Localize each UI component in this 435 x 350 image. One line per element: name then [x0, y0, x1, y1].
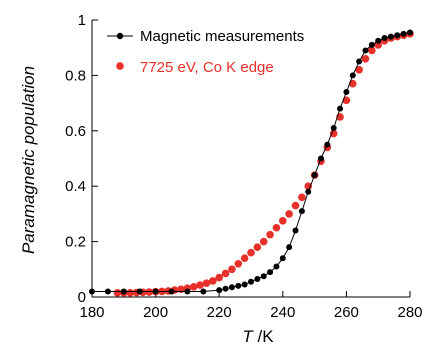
co-k-edge-point	[240, 254, 249, 263]
magnetic-measurements-point	[349, 72, 356, 79]
co-k-edge-point	[355, 66, 363, 74]
magnetic-measurements-point	[267, 269, 274, 276]
co-k-edge-point	[348, 79, 357, 88]
axes	[91, 20, 410, 298]
magnetic-measurements-point	[273, 263, 280, 270]
series-magnetic-measurements	[89, 29, 413, 295]
y-tick-label: 0	[78, 289, 86, 306]
magnetic-measurements-point	[228, 284, 235, 291]
co-k-edge-point	[368, 46, 376, 55]
co-k-edge-point	[266, 230, 274, 239]
magnetic-measurements-point	[337, 105, 344, 112]
magnetic-measurements-point	[184, 288, 191, 295]
x-tick-label: 220	[207, 304, 232, 321]
magnetic-measurements-point	[381, 35, 388, 42]
magnetic-measurements-point	[254, 275, 261, 282]
co-k-edge-point	[202, 279, 211, 287]
co-k-edge-point	[196, 281, 204, 289]
co-k-edge-point	[221, 269, 230, 278]
magnetic-measurements-point	[292, 227, 299, 234]
legend-label-magnetic: Magnetic measurements	[140, 28, 304, 45]
legend: Magnetic measurements 7725 eV, Co K edge	[107, 28, 304, 76]
x-axis-label: T /K	[242, 327, 274, 346]
magnetic-measurements-point	[136, 288, 143, 295]
co-k-edge-point	[209, 277, 217, 285]
co-k-edge-point	[272, 223, 281, 232]
co-k-edge-point	[291, 201, 300, 210]
co-k-edge-point	[361, 54, 370, 63]
magnetic-measurements-point	[152, 288, 159, 295]
magnetic-measurements-point	[235, 282, 242, 289]
magnetic-measurements-point	[368, 41, 375, 48]
magnetic-measurements-point	[104, 288, 111, 295]
y-ticks: 0 0.2 0.4 0.6 0.8 1	[65, 12, 98, 306]
magnetic-measurements-point	[248, 278, 254, 285]
magnetic-measurements-point	[375, 37, 382, 44]
magnetic-measurements-point	[168, 288, 175, 295]
x-axis-label-unit: /K	[253, 327, 274, 346]
magnetic-measurements-point	[362, 47, 369, 54]
legend-label-co-k-edge: 7725 eV, Co K edge	[140, 59, 274, 76]
x-ticks: 180 200 220 240 260 280	[79, 291, 423, 321]
x-tick-label: 280	[397, 304, 422, 321]
x-tick-label: 180	[79, 304, 104, 321]
co-k-edge-point	[228, 265, 236, 274]
magnetic-measurements-point	[343, 89, 350, 96]
magnetic-measurements-point	[279, 255, 286, 262]
magnetic-measurements-point	[387, 33, 394, 40]
co-k-edge-point	[113, 289, 122, 297]
magnetic-measurements-point	[317, 155, 324, 162]
magnetic-measurements-point	[394, 32, 401, 39]
co-k-edge-point	[234, 259, 243, 268]
y-tick-label: 1	[78, 12, 86, 29]
magnetic-measurements-point	[120, 288, 127, 295]
magnetic-measurements-point	[222, 285, 229, 292]
magnetic-measurements-point	[216, 287, 223, 294]
magnetic-measurements-point	[89, 288, 95, 295]
y-tick-label: 0.8	[65, 67, 86, 84]
co-k-edge-point	[298, 193, 306, 202]
y-axis-label: Paramagnetic population	[19, 66, 38, 254]
co-k-edge-point	[145, 288, 154, 296]
co-k-edge-point	[285, 210, 293, 218]
x-tick-label: 260	[334, 304, 359, 321]
co-k-edge-point	[253, 243, 262, 251]
magnetic-measurements-point	[407, 29, 413, 36]
magnetic-measurements-point	[260, 273, 267, 280]
magnetic-measurements-point	[286, 244, 293, 251]
legend-marker-magnetic	[116, 32, 124, 40]
magnetic-measurements-point	[311, 172, 318, 179]
magnetic-measurements-point	[400, 30, 407, 37]
magnetic-measurements-point	[330, 125, 337, 132]
x-tick-label: 240	[270, 304, 295, 321]
co-k-edge-point	[126, 289, 134, 297]
co-k-edge-point	[215, 273, 223, 282]
x-tick-label: 200	[143, 304, 168, 321]
magnetic-measurements-point	[298, 208, 305, 215]
y-tick-label: 0.2	[65, 234, 86, 251]
magnetic-measurements-point	[356, 58, 363, 65]
y-tick-label: 0.4	[65, 178, 86, 195]
x-axis-label-symbol: T	[242, 327, 254, 346]
magnetic-measurements-point	[324, 141, 331, 148]
co-k-edge-point	[247, 248, 255, 257]
co-k-edge-point	[342, 96, 351, 105]
magnetic-measurements-point	[200, 288, 207, 295]
co-k-edge-point	[279, 217, 287, 225]
legend-marker-co-k-edge	[116, 62, 124, 70]
y-tick-label: 0.6	[65, 123, 86, 140]
co-k-edge-point	[259, 237, 268, 246]
magnetic-measurements-point	[305, 188, 312, 195]
co-k-edge-point	[189, 282, 198, 291]
magnetic-measurements-point	[241, 281, 248, 288]
